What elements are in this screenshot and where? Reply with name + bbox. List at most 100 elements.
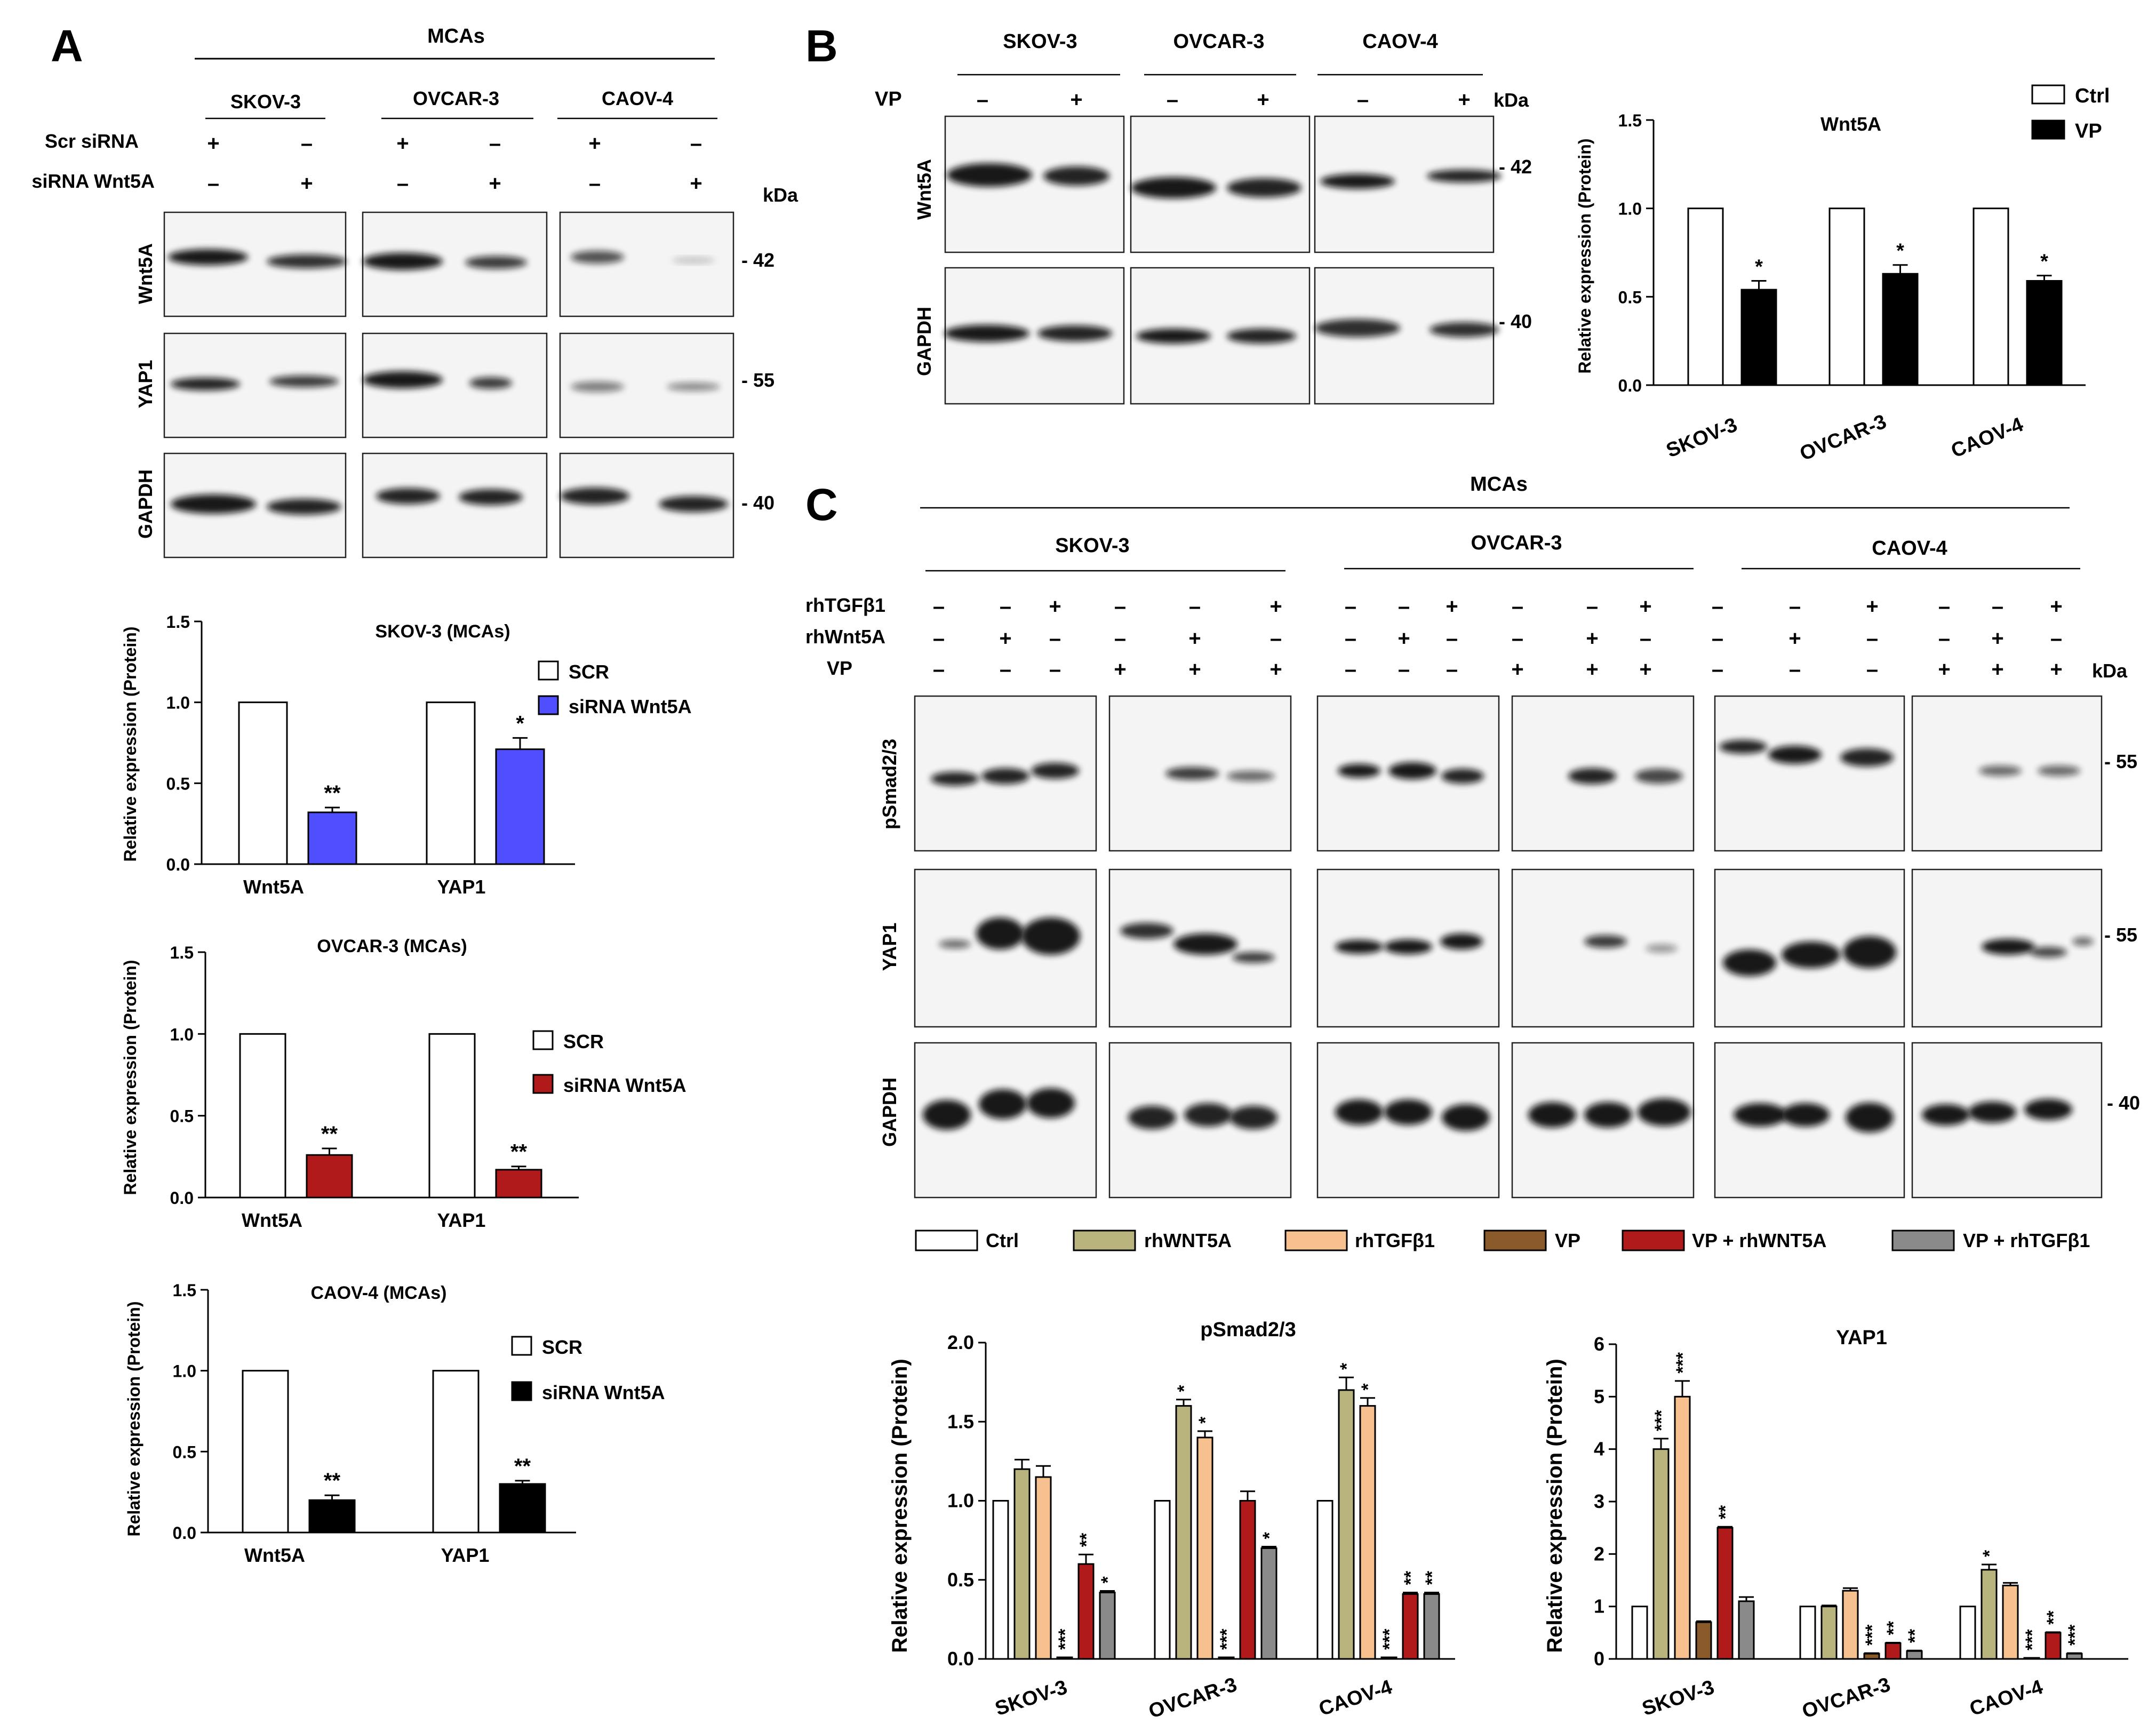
blot-band xyxy=(672,258,715,263)
treatment-sign: + xyxy=(1938,658,1950,681)
bar xyxy=(2066,1653,2083,1660)
blot-band xyxy=(1131,177,1216,198)
panel-b-row-label: VP xyxy=(875,88,902,110)
panel-b-blot-images xyxy=(944,115,1502,405)
blot-band xyxy=(1388,762,1436,779)
bar xyxy=(1631,1606,1648,1660)
blot-band xyxy=(1165,767,1219,780)
treatment-sign: + xyxy=(1511,658,1523,681)
blot-band xyxy=(1027,1088,1075,1118)
x-category-label: SKOV-3 xyxy=(1663,413,1740,462)
treatment-sign: – xyxy=(1345,658,1356,681)
significance-label: *** xyxy=(1379,1629,1400,1650)
x-category-label: YAP1 xyxy=(437,876,486,898)
x-category-label: OVCAR-3 xyxy=(1796,410,1889,465)
panel-a-mw: - 40 xyxy=(741,492,774,514)
legend-swatch-vp-rhtgfb1 xyxy=(1891,1230,1955,1251)
bar xyxy=(1077,1563,1095,1660)
significance-label: * xyxy=(1358,1383,1378,1391)
y-tick-label: 0.0 xyxy=(1618,376,1642,395)
significance-label: *** xyxy=(2065,1624,2085,1646)
blot-band xyxy=(1227,329,1296,344)
treatment-sign: + xyxy=(207,132,219,155)
blot-band xyxy=(1229,1106,1277,1129)
significance-label: *** xyxy=(1217,1629,1237,1650)
bar xyxy=(1882,273,1919,386)
bar xyxy=(1842,1590,1859,1660)
bar xyxy=(1981,1569,1998,1660)
treatment-sign: + xyxy=(1639,595,1651,618)
bar xyxy=(1380,1656,1398,1660)
bar xyxy=(1338,1389,1355,1660)
panel-c-cell-line: CAOV-4 xyxy=(1872,537,1947,560)
x-category-label: SKOV-3 xyxy=(993,1676,1071,1720)
legend-label: VP xyxy=(2075,120,2102,142)
bar xyxy=(432,1370,480,1534)
bar xyxy=(1973,207,2009,386)
treatment-sign: + xyxy=(1269,658,1282,681)
y-tick-label: 1.0 xyxy=(1618,199,1642,219)
significance-label: * xyxy=(516,712,524,735)
treatment-sign: – xyxy=(1640,627,1651,650)
legend-swatch xyxy=(2031,84,2065,105)
y-tick-label: 1.5 xyxy=(173,1281,196,1300)
significance-label: ** xyxy=(514,1455,531,1478)
blot-band xyxy=(1120,923,1173,939)
blot-band xyxy=(171,494,256,514)
panel-a-blots: A MCAs SKOV-3 OVCAR-3 CAOV-4 Scr siRNA s… xyxy=(31,21,798,558)
treatment-sign: – xyxy=(1357,88,1369,111)
bar xyxy=(1196,1436,1213,1660)
legend-label: rhTGFβ1 xyxy=(1355,1230,1435,1251)
legend-label: siRNA Wnt5A xyxy=(569,696,692,717)
treatment-sign: – xyxy=(1446,658,1458,681)
bar xyxy=(1652,1448,1670,1660)
panel-a-cell-line: CAOV-4 xyxy=(602,87,673,109)
treatment-sign: + xyxy=(300,172,313,195)
blot-band xyxy=(1232,952,1275,963)
bar xyxy=(2026,280,2063,386)
blot-band xyxy=(267,254,347,268)
panel-c-cell-line: SKOV-3 xyxy=(1055,534,1129,557)
treatment-sign: – xyxy=(1114,595,1126,618)
legend-swatch-ctrl xyxy=(915,1230,978,1251)
y-tick-label: 2 xyxy=(1594,1543,1604,1565)
chart-wnt5a-vp: 0.0 0.5 1.0 1.5 Wnt5A Relative expression (Pr… xyxy=(1575,84,2110,465)
chart-title: CAOV-4 (MCAs) xyxy=(310,1283,446,1303)
bar xyxy=(1013,1468,1031,1660)
panel-b-cell-line: SKOV-3 xyxy=(1003,30,1077,53)
significance-label: * xyxy=(1259,1531,1280,1539)
blot-band xyxy=(1840,748,1894,767)
bar xyxy=(1820,1606,1838,1660)
chart-skov3-mcas: 0.0 0.5 1.0 1.5 SKOV-3 (MCAs) Relative expres… xyxy=(121,612,692,898)
bar xyxy=(2002,1584,2019,1660)
significance-label: ** xyxy=(321,1122,338,1146)
panel-c-blot-label: GAPDH xyxy=(879,1077,900,1147)
blot-band xyxy=(1843,936,1896,968)
panel-b-blot-label: Wnt5A xyxy=(913,159,935,220)
treatment-sign: + xyxy=(2050,595,2062,618)
blot-band xyxy=(947,163,1032,187)
legend-swatch-rhwnt5a xyxy=(1073,1230,1136,1251)
blot-band xyxy=(1440,933,1483,949)
significance-label: *** xyxy=(1651,1410,1672,1431)
blot-band xyxy=(1734,1103,1787,1127)
y-tick-label: 1.0 xyxy=(947,1490,974,1512)
y-tick-label: 1.5 xyxy=(170,943,194,962)
blot-band xyxy=(376,488,440,504)
y-tick-label: 0.5 xyxy=(173,1442,196,1462)
legend-label: Ctrl xyxy=(986,1230,1019,1251)
significance-label: ** xyxy=(324,1469,341,1492)
y-tick-label: 1.5 xyxy=(166,612,190,632)
treatment-sign: – xyxy=(1866,658,1878,681)
x-category-label: Wnt5A xyxy=(242,1209,302,1231)
panel-c-blot-label: YAP1 xyxy=(879,923,900,971)
treatment-sign: – xyxy=(1586,595,1598,618)
x-category-label: CAOV-4 xyxy=(1948,413,2026,462)
blot-band xyxy=(1031,763,1079,779)
panel-c-mw: - 40 xyxy=(2107,1092,2140,1114)
treatment-sign: – xyxy=(301,132,313,155)
blot-band xyxy=(1384,1099,1432,1125)
treatment-sign: + xyxy=(2050,658,2062,681)
treatment-sign: + xyxy=(1458,88,1470,111)
y-tick-label: 0.0 xyxy=(947,1648,974,1670)
